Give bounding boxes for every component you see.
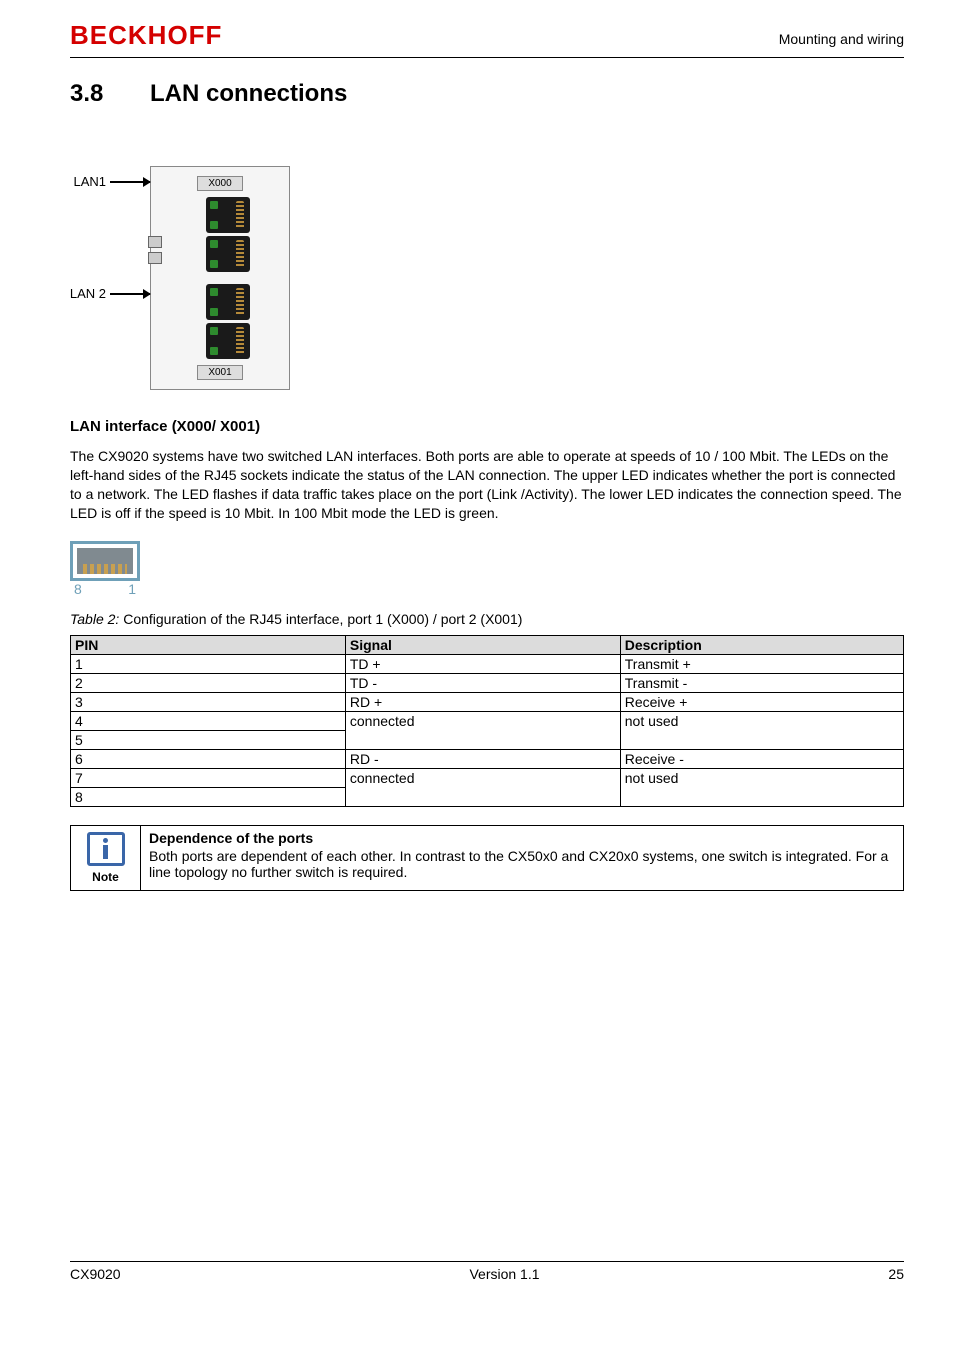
cell-description: Transmit -	[620, 673, 903, 692]
header-rule	[70, 57, 904, 58]
col-description: Description	[620, 635, 903, 654]
rj45-pin-legend: 8 1	[70, 541, 140, 597]
rj45-port-icon	[206, 284, 250, 320]
usb-stub-icon	[148, 252, 162, 264]
table-caption: Table 2: Configuration of the RJ45 inter…	[70, 611, 904, 627]
footer-rule	[70, 1261, 904, 1262]
note-text: Both ports are dependent of each other. …	[149, 848, 895, 880]
lan1-label: LAN1	[50, 174, 106, 189]
table-header-row: PIN Signal Description	[71, 635, 904, 654]
col-pin: PIN	[71, 635, 346, 654]
lan2-label: LAN 2	[50, 286, 106, 301]
arrow-icon	[110, 293, 150, 295]
body-paragraph: The CX9020 systems have two switched LAN…	[70, 447, 904, 523]
pinout-table: PIN Signal Description 1TD +Transmit +2T…	[70, 635, 904, 807]
rj45-port-icon	[206, 236, 250, 272]
table-row: 6RD -Receive -	[71, 749, 904, 768]
cell-description: not used	[620, 768, 903, 806]
table-row: 7connectednot used	[71, 768, 904, 787]
table-row: 1TD +Transmit +	[71, 654, 904, 673]
cell-pin: 4	[71, 711, 346, 730]
page-header: BECKHOFF Mounting and wiring	[70, 20, 904, 51]
page-footer: CX9020 Version 1.1 25	[70, 1261, 904, 1282]
note-body: Dependence of the ports Both ports are d…	[141, 826, 903, 890]
cell-pin: 7	[71, 768, 346, 787]
note-label: Note	[92, 870, 119, 884]
table-row: 2TD -Transmit -	[71, 673, 904, 692]
pin-num-left: 8	[74, 581, 82, 597]
port-label-top: X000	[197, 176, 242, 191]
cell-pin: 1	[71, 654, 346, 673]
section-title: 3.8LAN connections	[70, 80, 904, 108]
cell-signal: RD -	[345, 749, 620, 768]
usb-stub-icon	[148, 236, 162, 248]
cell-signal: RD +	[345, 692, 620, 711]
footer-left: CX9020	[70, 1266, 121, 1282]
cell-pin: 6	[71, 749, 346, 768]
cell-description: Receive -	[620, 749, 903, 768]
cell-pin: 3	[71, 692, 346, 711]
subsection-title: LAN interface (X000/ X001)	[70, 418, 904, 435]
note-title: Dependence of the ports	[149, 830, 895, 846]
brand-logo: BECKHOFF	[70, 20, 222, 51]
footer-right: 25	[888, 1266, 904, 1282]
table-row: 4connectednot used	[71, 711, 904, 730]
info-icon	[87, 832, 125, 866]
header-topic: Mounting and wiring	[779, 31, 904, 47]
cell-signal: connected	[345, 711, 620, 749]
rj45-port-icon	[206, 323, 250, 359]
cell-signal: connected	[345, 768, 620, 806]
arrow-icon	[110, 181, 150, 183]
rj45-port-icon	[206, 197, 250, 233]
lan-diagram: X000 X0	[70, 128, 310, 390]
table-row: 3RD +Receive +	[71, 692, 904, 711]
port-label-bottom: X001	[197, 365, 242, 380]
note-box: Note Dependence of the ports Both ports …	[70, 825, 904, 891]
section-heading: LAN connections	[150, 80, 347, 107]
pin-num-right: 1	[128, 581, 136, 597]
cell-description: Receive +	[620, 692, 903, 711]
col-signal: Signal	[345, 635, 620, 654]
note-left: Note	[71, 826, 141, 890]
cell-pin: 2	[71, 673, 346, 692]
cell-pin: 8	[71, 787, 346, 806]
cell-pin: 5	[71, 730, 346, 749]
cpu-frame: X000 X0	[150, 166, 290, 390]
section-number: 3.8	[70, 80, 150, 108]
table-caption-prefix: Table 2:	[70, 611, 119, 627]
cell-signal: TD +	[345, 654, 620, 673]
table-caption-text: Configuration of the RJ45 interface, por…	[119, 611, 522, 627]
cell-description: Transmit +	[620, 654, 903, 673]
cell-description: not used	[620, 711, 903, 749]
footer-center: Version 1.1	[469, 1266, 539, 1282]
cell-signal: TD -	[345, 673, 620, 692]
